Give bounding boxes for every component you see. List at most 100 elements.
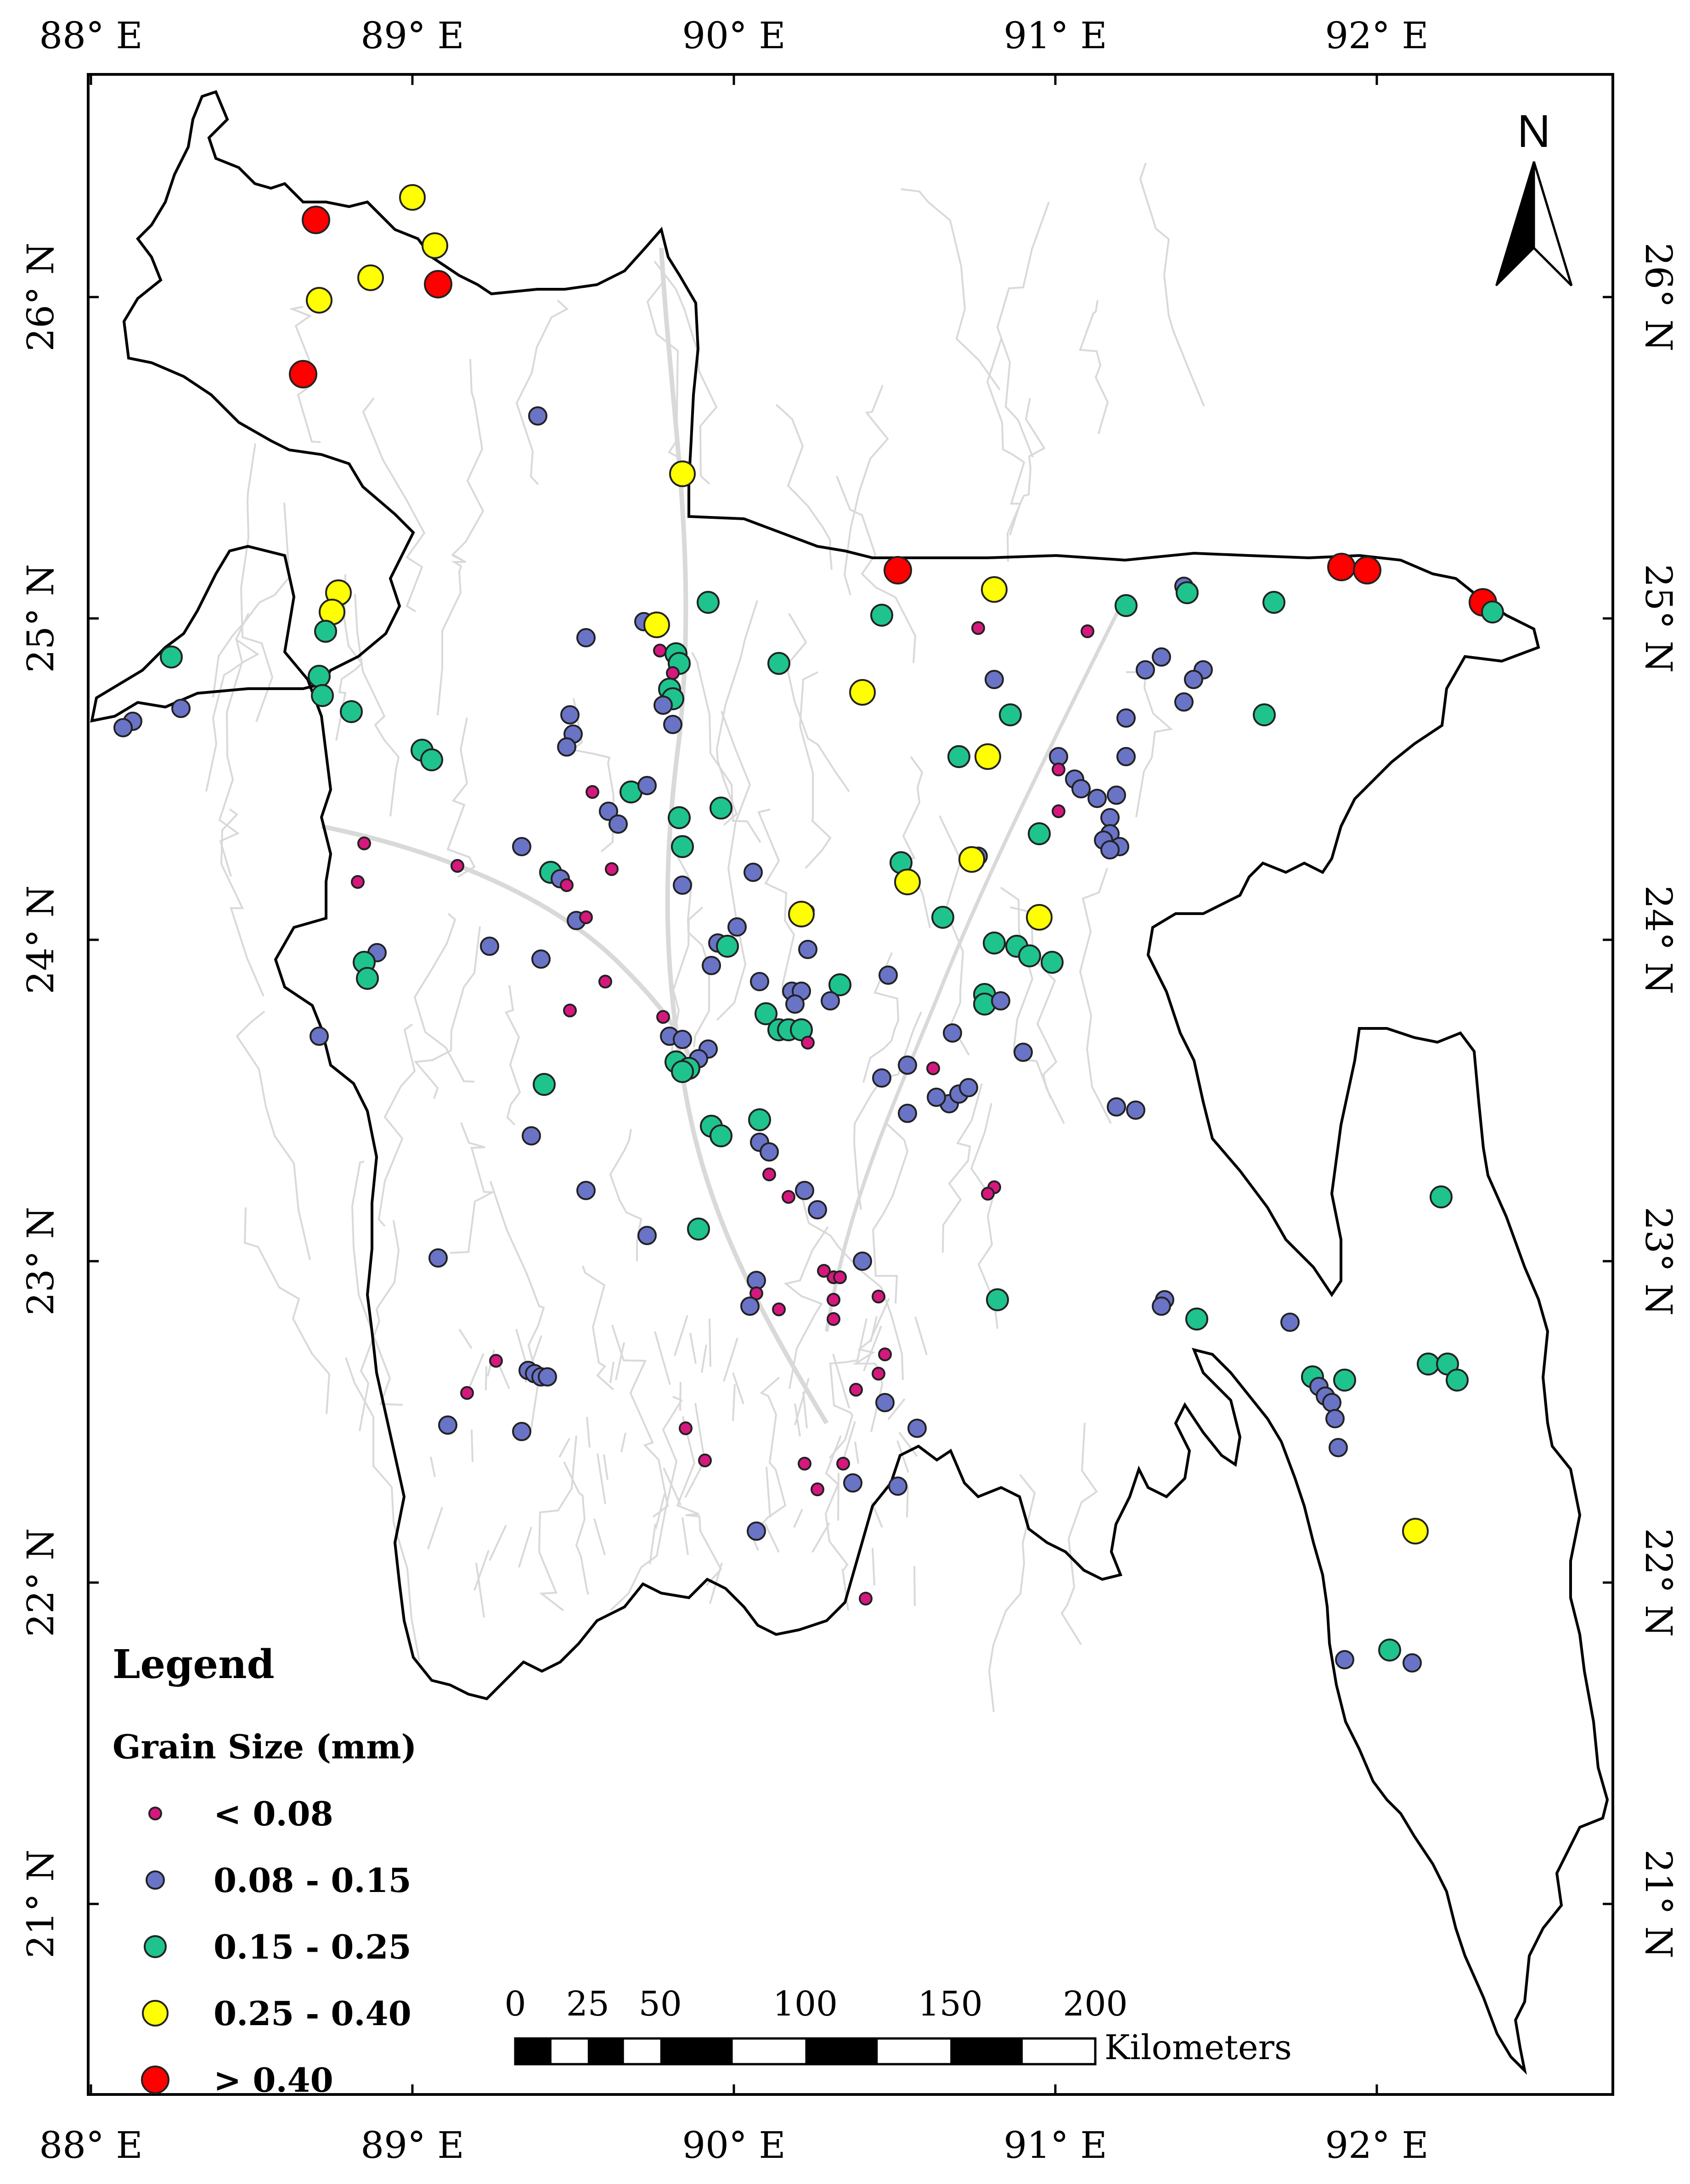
sample-site-c015_025 (716, 935, 739, 958)
river-line (505, 985, 521, 1126)
sample-site-lt008 (560, 878, 574, 892)
sample-site-lt008 (1052, 763, 1065, 776)
sample-site-c015_025 (420, 748, 443, 771)
river-line (691, 652, 761, 843)
river-line (653, 260, 718, 485)
sample-site-c008_015 (576, 1181, 596, 1200)
sample-site-lt008 (827, 1312, 840, 1326)
scale-bar-segment (624, 2051, 660, 2064)
sample-site-c008_015 (438, 1415, 457, 1435)
sample-site-c008_015 (1116, 747, 1136, 766)
legend-symbol-c025_040 (142, 2000, 169, 2027)
lon-tick-label: 88° E (39, 2124, 143, 2167)
sample-site-c008_015 (1329, 1438, 1348, 1457)
sample-site-c015_025 (687, 1218, 710, 1241)
sample-site-c015_025 (1028, 822, 1051, 845)
river-line (663, 1467, 682, 1505)
river-line (1126, 671, 1173, 818)
river-line (824, 1435, 849, 1611)
sample-site-c008_015 (1071, 779, 1091, 798)
sample-site-lt008 (351, 875, 365, 889)
river-line (674, 1315, 688, 1356)
lat-tick-label: 26° N (19, 242, 62, 351)
river-line (609, 1128, 642, 1261)
sample-site-c008_015 (1325, 1409, 1345, 1428)
sample-site-lt008 (762, 1168, 776, 1181)
sample-site-c025_040 (1026, 904, 1053, 931)
scale-tick-label: 200 (1063, 1984, 1127, 2024)
river-line (351, 1161, 403, 1406)
river-line (609, 1361, 614, 1383)
sample-site-c008_015 (907, 1419, 927, 1438)
sample-site-c025_040 (849, 679, 876, 706)
river-line (853, 1011, 922, 1210)
scale-bar-segment (551, 2051, 588, 2064)
scale-bar-segment (1023, 2051, 1095, 2064)
river-line (335, 574, 363, 741)
scale-bar-segment (587, 2038, 624, 2051)
river-line (996, 202, 1050, 458)
sample-site-c008_015 (512, 1422, 531, 1441)
river-line (1006, 398, 1046, 562)
sample-site-c008_015 (959, 1078, 978, 1097)
sample-site-lt008 (489, 1354, 503, 1368)
sample-site-c008_015 (785, 994, 805, 1014)
sample-site-c015_025 (1481, 601, 1504, 623)
sample-site-c025_040 (975, 743, 1001, 770)
river-line (558, 1438, 570, 1458)
sample-site-lt008 (1081, 624, 1094, 638)
lon-tick-label: 92° E (1325, 2124, 1429, 2167)
sample-site-c015_025 (755, 1002, 777, 1025)
sample-site-c015_025 (870, 604, 893, 627)
river-line (872, 1548, 875, 1586)
sample-site-c008_015 (1107, 786, 1126, 805)
sample-site-lt008 (849, 1383, 863, 1397)
sample-site-gt040 (884, 556, 912, 584)
lat-tick-label: 24° N (19, 885, 62, 994)
river-line (377, 1023, 416, 1227)
scale-bar-segment (950, 2038, 1023, 2051)
sample-site-c008_015 (576, 628, 596, 647)
sample-site-c008_015 (795, 1181, 814, 1200)
sample-site-lt008 (563, 1004, 577, 1017)
river-line (570, 698, 615, 853)
sample-site-c008_015 (888, 1477, 907, 1496)
river-line (794, 1403, 801, 1437)
sample-site-c015_025 (668, 806, 691, 829)
sample-site-c015_025 (1253, 703, 1276, 726)
river-line (689, 1332, 697, 1364)
river-line (828, 1318, 868, 1459)
scale-bar-segment (624, 2038, 660, 2051)
sample-site-c015_025 (1417, 1353, 1440, 1376)
sample-site-c015_025 (1262, 591, 1285, 614)
river-line (793, 1509, 803, 1528)
sample-site-c015_025 (1176, 581, 1199, 604)
river-line (872, 1122, 909, 1304)
river-line (615, 1342, 625, 1381)
river-line (490, 1181, 545, 1431)
river-line (757, 808, 795, 996)
legend-label-lt008: < 0.08 (214, 1794, 333, 1833)
scale-bar-segment (660, 2038, 733, 2051)
river-line (427, 1507, 443, 1550)
lat-tick-label: 21° N (1637, 1849, 1680, 1958)
sample-site-c008_015 (853, 1252, 872, 1271)
sample-site-c015_025 (160, 646, 183, 668)
sample-site-c015_025 (999, 703, 1022, 726)
legend-label-c008_015: 0.08 - 0.15 (214, 1861, 411, 1900)
river-line (414, 926, 481, 1099)
sample-site-c015_025 (533, 1073, 556, 1096)
scale-tick-label: 100 (773, 1984, 838, 2024)
river-line (451, 359, 484, 561)
sample-site-c008_015 (1152, 1297, 1171, 1316)
sample-site-lt008 (357, 837, 371, 850)
lat-tick-label: 23° N (1637, 1207, 1680, 1315)
river-line (212, 502, 291, 698)
river-line (914, 1316, 928, 1355)
sample-site-c015_025 (1185, 1308, 1208, 1331)
river-line (942, 1083, 983, 1253)
sample-site-c025_040 (669, 460, 696, 487)
sample-site-lt008 (772, 1303, 786, 1316)
lon-tick-label: 90° E (682, 14, 786, 57)
sample-site-c008_015 (1136, 660, 1155, 679)
